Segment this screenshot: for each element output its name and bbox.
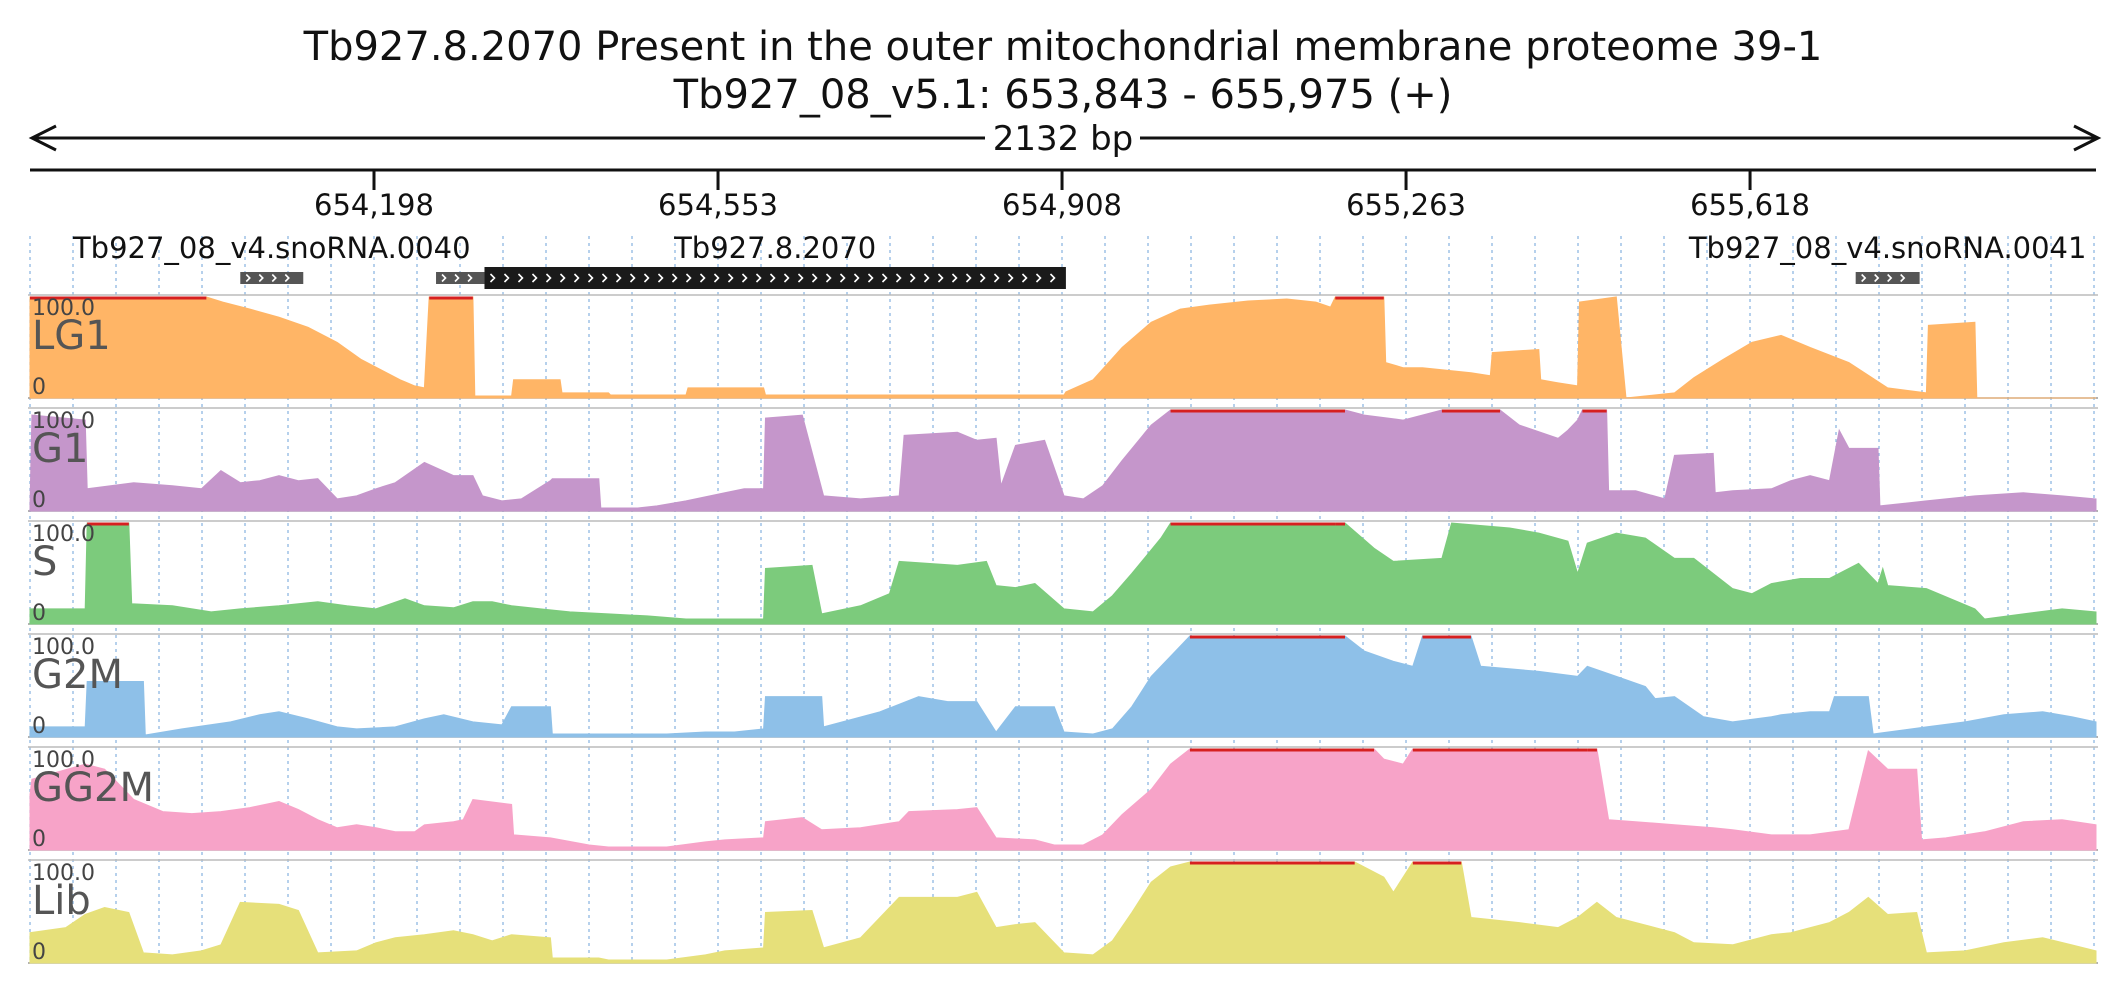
track-min-label: 0	[32, 714, 46, 739]
span-arrow-right	[2073, 124, 2102, 152]
track-name-label: G1	[32, 426, 88, 472]
feature-label: Tb927.8.2070	[673, 231, 876, 265]
coverage-area-g1	[29, 409, 2097, 512]
coverage-area-s	[29, 522, 2097, 625]
track-lib: 100.0 0 Lib	[28, 859, 2098, 965]
feature-track: Tb927_08_v4.snoRNA.0040 Tb927.8.2070 Tb927…	[72, 231, 2087, 289]
track-name-label: Lib	[32, 878, 91, 924]
track-max-label: 100.0	[32, 635, 95, 660]
track-max-label: 100.0	[32, 861, 95, 886]
span-length-label: 2132 bp	[993, 119, 1134, 159]
track-max-label: 100.0	[32, 409, 95, 434]
track-max-label: 100.0	[32, 748, 95, 773]
coverage-tracks: 100.00LG1100.00G1100.00S100.00G2M100.00G…	[28, 294, 2098, 965]
snorna-box	[240, 272, 304, 284]
track-g2m: 100.0 0 G2M	[28, 633, 2098, 739]
feature-label: Tb927_08_v4.snoRNA.0040	[72, 231, 471, 265]
coverage-area-gg2m	[29, 748, 2097, 851]
track-min-label: 0	[32, 940, 46, 965]
coverage-area-lib	[29, 861, 2097, 964]
chart-subtitle: Tb927_08_v5.1: 653,843 - 655,975 (+)	[673, 72, 1453, 118]
track-g1: 100.0 0 G1	[28, 407, 2098, 513]
track-gg2m: 100.0 0 GG2M	[28, 746, 2098, 852]
span-arrow-left	[28, 124, 57, 152]
track-min-label: 0	[32, 601, 46, 626]
span-indicator: 2132 bp	[28, 119, 2102, 159]
axis-tick-label: 655,618	[1690, 188, 1810, 222]
track-max-label: 100.0	[32, 296, 95, 321]
strand-chevrons	[245, 273, 290, 283]
strand-chevrons	[441, 273, 473, 283]
track-name-label: LG1	[32, 313, 111, 359]
axis-tick-label: 655,263	[1346, 188, 1466, 222]
track-name-label: G2M	[32, 652, 123, 698]
feature-label: Tb927_08_v4.snoRNA.0041	[1688, 231, 2087, 265]
strand-chevrons	[1861, 273, 1906, 283]
utr-box	[436, 272, 485, 284]
track-name-label: GG2M	[32, 765, 154, 811]
coverage-area-g2m	[29, 635, 2097, 738]
genome-axis: 654,198 654,553 654,908 655,263 655,618	[30, 168, 2096, 222]
coverage-area-lg1	[29, 296, 2096, 399]
axis-tick-label: 654,553	[658, 188, 778, 222]
strand-chevrons	[489, 273, 1056, 283]
axis-tick-label: 654,908	[1002, 188, 1122, 222]
track-lg1: 100.0 0 LG1	[28, 294, 2098, 400]
snorna-box	[1855, 272, 1920, 284]
track-min-label: 0	[32, 488, 46, 513]
track-max-label: 100.0	[32, 522, 95, 547]
track-s: 100.0 0 S	[28, 520, 2098, 626]
track-name-label: S	[32, 539, 57, 585]
chart-title: Tb927.8.2070 Present in the outer mitoch…	[303, 24, 1823, 70]
axis-tick-label: 654,198	[314, 188, 434, 222]
track-min-label: 0	[32, 827, 46, 852]
track-min-label: 0	[32, 375, 46, 400]
